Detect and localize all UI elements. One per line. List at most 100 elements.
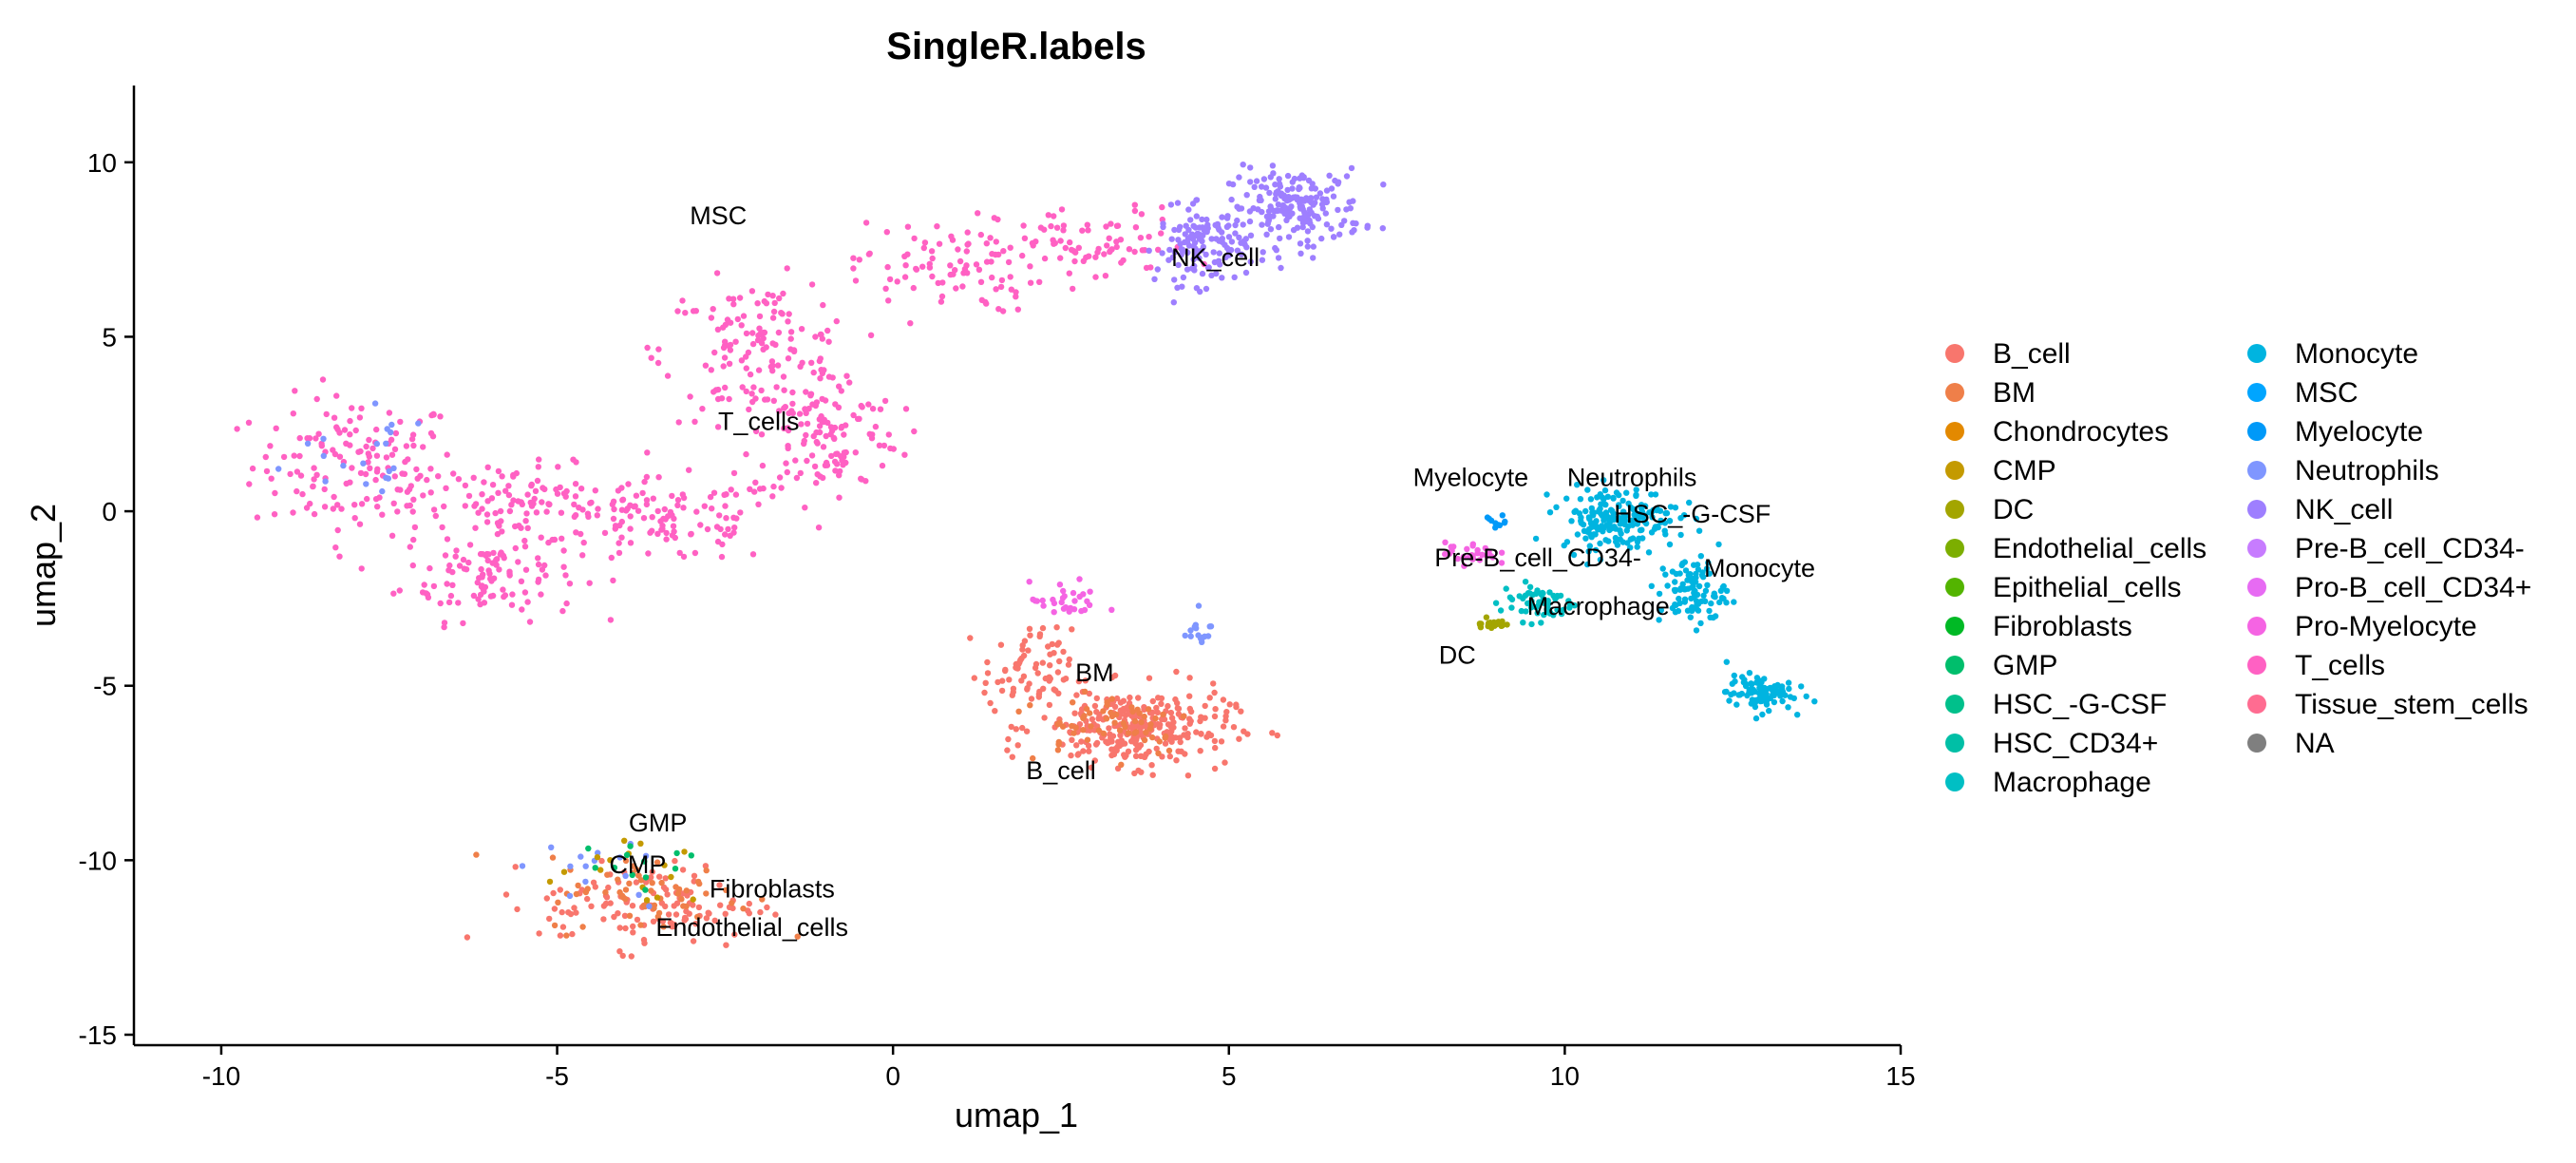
data-point <box>1174 200 1182 206</box>
data-point <box>1771 683 1778 690</box>
data-point <box>838 388 844 394</box>
data-point <box>557 932 564 939</box>
data-point <box>655 474 662 481</box>
data-point <box>1677 531 1684 539</box>
data-point <box>722 503 729 509</box>
data-point <box>1087 710 1093 716</box>
data-point <box>808 359 815 366</box>
data-point <box>919 263 926 270</box>
legend-label: B_cell <box>1993 338 2071 370</box>
data-point <box>388 451 396 458</box>
data-point <box>441 503 447 510</box>
legend: B_cellBMChondrocytesCMPDCEndothelial_cel… <box>1945 338 2531 798</box>
data-point <box>1092 254 1099 260</box>
data-point <box>341 427 349 433</box>
data-point <box>371 400 379 407</box>
data-point <box>410 536 417 543</box>
legend-label: Epithelial_cells <box>1993 572 2181 603</box>
data-point <box>1216 250 1223 257</box>
data-point <box>1798 683 1805 690</box>
data-point <box>356 521 364 527</box>
data-point <box>1029 239 1036 247</box>
data-point <box>658 879 665 887</box>
data-point <box>1027 279 1034 286</box>
cluster-Myelocyte <box>1484 512 1508 531</box>
data-point <box>1335 181 1341 187</box>
data-point <box>1712 613 1719 620</box>
data-point <box>1210 680 1217 687</box>
legend-swatch <box>2247 461 2266 480</box>
data-point <box>571 905 578 911</box>
data-point <box>1532 535 1540 543</box>
data-point <box>559 924 567 930</box>
data-point <box>828 452 835 460</box>
data-point <box>1190 256 1197 263</box>
data-point <box>1081 713 1088 719</box>
data-point <box>669 511 675 519</box>
data-point <box>610 498 617 505</box>
data-point <box>1634 539 1641 545</box>
data-point <box>763 300 770 307</box>
data-point <box>1288 203 1295 210</box>
data-point <box>407 543 413 550</box>
data-point <box>1092 741 1100 748</box>
data-point <box>1225 181 1233 187</box>
data-point <box>664 891 671 898</box>
data-point <box>785 355 792 362</box>
data-point <box>1114 743 1121 751</box>
data-point <box>1159 203 1165 211</box>
data-point <box>579 924 586 930</box>
data-point <box>643 501 651 508</box>
data-point <box>1289 185 1296 192</box>
data-point <box>1803 693 1809 700</box>
data-point <box>1222 759 1228 766</box>
data-point <box>1627 536 1635 543</box>
data-point <box>1203 228 1210 236</box>
data-point <box>815 524 823 531</box>
data-point <box>1260 249 1266 256</box>
data-point <box>1243 244 1250 251</box>
data-point <box>1175 261 1182 269</box>
data-point <box>432 512 439 520</box>
data-point <box>1492 520 1499 526</box>
data-point <box>351 502 358 508</box>
data-point <box>714 386 722 393</box>
data-point <box>1111 703 1119 710</box>
data-point <box>1083 705 1090 713</box>
data-point <box>740 313 748 319</box>
data-point <box>1203 734 1210 740</box>
data-point <box>584 886 591 892</box>
data-point <box>1071 257 1078 265</box>
data-point <box>1274 732 1281 739</box>
data-point <box>475 596 482 602</box>
data-point <box>776 295 783 302</box>
data-point <box>1648 529 1656 536</box>
data-point <box>332 544 339 551</box>
data-point <box>513 469 520 477</box>
data-point <box>1309 181 1316 187</box>
data-point <box>1631 505 1638 513</box>
data-point <box>688 531 694 538</box>
data-point <box>755 501 762 507</box>
legend-item: NK_cell <box>2247 494 2393 525</box>
data-point <box>1122 723 1128 731</box>
data-point <box>1592 546 1600 554</box>
data-point <box>814 471 821 478</box>
data-point <box>758 431 766 438</box>
data-point <box>1002 667 1009 675</box>
data-point <box>1322 198 1330 204</box>
data-point <box>254 514 261 521</box>
data-point <box>622 857 630 865</box>
data-point <box>670 523 677 529</box>
data-point <box>1045 643 1051 650</box>
data-point <box>565 909 572 916</box>
data-point <box>1262 184 1270 191</box>
data-point <box>460 556 467 563</box>
cluster-Macrophage <box>1492 579 1578 628</box>
data-point <box>1711 590 1718 597</box>
data-point <box>1073 692 1080 698</box>
data-point <box>1613 538 1619 545</box>
data-point <box>1104 702 1110 709</box>
data-point <box>720 344 728 352</box>
data-point <box>869 406 877 412</box>
